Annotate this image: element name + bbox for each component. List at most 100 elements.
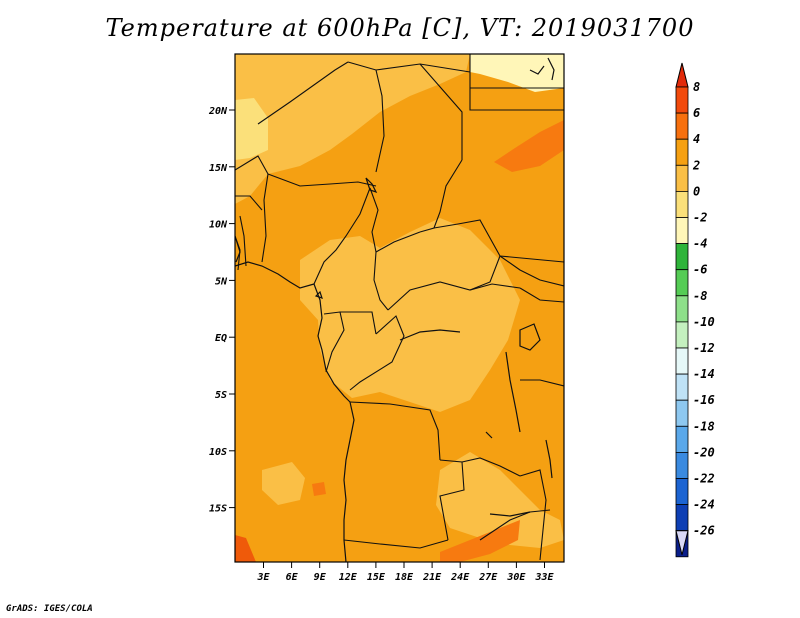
colorbar-label: -6 [693, 263, 707, 277]
lake-chad [365, 177, 378, 194]
lat-tick-label: 15N [209, 163, 228, 174]
nile-river-seg [529, 65, 545, 75]
colorbar-segment [675, 217, 689, 245]
border-southsudan-ethiopia [499, 255, 564, 287]
border-car-drc [387, 281, 521, 311]
colorbar-segment [675, 321, 689, 349]
colorbar-segment [675, 112, 689, 140]
map-title: Temperature at 600hPa [C], VT: 201903170… [105, 14, 695, 42]
field-warm-north [235, 54, 470, 204]
lat-tick-label: 20N [208, 106, 228, 117]
lon-tick-label: 12E [339, 572, 358, 583]
border-congo-drc [349, 315, 405, 391]
colorbar-label: 6 [693, 106, 700, 120]
coastlines [235, 57, 555, 562]
country-borders [235, 54, 564, 561]
border-nigeria-cameroon [313, 187, 371, 285]
colorbar-label: -20 [693, 445, 715, 459]
colorbar-label: -12 [693, 341, 715, 355]
border-togo [239, 215, 247, 267]
lon-tick-label: 15E [367, 572, 386, 583]
border-uganda-kenya [519, 287, 564, 303]
lon-tick-label: 30E [506, 572, 526, 583]
longitude-axis: 3E 6E 9E 12E 15E 18E 21E 24E 27E 30E 33E [256, 562, 555, 583]
border-sudan-southsudan [433, 219, 564, 263]
lake-tanganyika [505, 351, 521, 433]
colorbar: 8 6 4 2 0 -2 -4 -6 -8 -10 -12 -14 -16 -18 -20 -22 -24 -26 [675, 62, 715, 558]
colorbar-label: -24 [693, 498, 715, 512]
colorbar-segment [675, 295, 689, 323]
river-congo [399, 329, 461, 341]
coast-west-sahel [235, 235, 241, 263]
colorbar-segment [675, 164, 689, 192]
border-algeria-niger [257, 61, 349, 125]
border-chad-cameroon [369, 187, 379, 253]
colorbar-label: -16 [693, 393, 715, 407]
map-frame [234, 53, 565, 563]
lon-tick-label: 24E [450, 572, 470, 583]
colorbar-label: -4 [693, 237, 707, 251]
border-burkina [235, 195, 263, 211]
colorbar-label: 0 [693, 184, 700, 198]
border-zambia-mozambique [519, 469, 547, 561]
colorbar-segment [675, 190, 689, 218]
border-zimbabwe [479, 509, 551, 541]
colorbar-label: -18 [693, 419, 715, 433]
colorbar-label: -10 [693, 315, 715, 329]
border-angola-namibia [343, 539, 449, 549]
colorbar-label: -26 [693, 524, 715, 538]
colorbar-segment [675, 243, 689, 271]
field-warm-west [262, 462, 305, 505]
temperature-field [235, 54, 564, 562]
border-cameroon-car [373, 251, 389, 311]
colorbar-segment [675, 451, 689, 479]
border-southsudan-drc [469, 255, 501, 291]
grads-credit: GrADS: IGES/COLA [6, 604, 93, 614]
coast-angola [343, 401, 355, 562]
lon-tick-label: 18E [395, 572, 414, 583]
colorbar-segment [675, 373, 689, 401]
field-hot-south [440, 520, 520, 562]
colorbar-segment [675, 399, 689, 427]
border-chad-sudan [419, 159, 463, 233]
zambezi [489, 511, 531, 517]
border-angola-zambia [439, 459, 465, 541]
lon-tick-label: 3E [256, 572, 270, 583]
colorbar-segment [675, 504, 689, 532]
lat-tick-label: 10N [209, 220, 228, 231]
colorbar-segment [675, 269, 689, 297]
lat-tick-label: 5N [215, 276, 228, 287]
lat-tick-label: 15S [209, 504, 227, 515]
colorbar-label: -22 [693, 472, 715, 486]
field-pale-northwest [235, 98, 268, 160]
lake-victoria [519, 323, 541, 351]
field-warm-central [300, 218, 520, 412]
colorbar-segment [675, 138, 689, 166]
lake-malawi [545, 439, 553, 479]
border-chad-car [375, 231, 421, 253]
lake-mweru [485, 431, 493, 439]
lat-tick-label: 5S [215, 390, 227, 401]
colorbar-label: -2 [693, 211, 707, 225]
border-benin [261, 173, 269, 263]
colorbar-label: 8 [693, 80, 700, 94]
field-cream-northeast [470, 54, 564, 92]
border-eq-guinea-gabon [323, 311, 377, 335]
colorbar-label: 2 [692, 158, 700, 172]
colorbar-bottom-arrow [675, 530, 689, 555]
colorbar-segment [675, 347, 689, 375]
border-libya-sudan [419, 63, 463, 160]
border-gabon-congo [325, 311, 345, 373]
bioko-island [314, 290, 323, 299]
border-tanzania [520, 379, 564, 387]
field-warm-south [436, 452, 564, 548]
colorbar-top-arrow [675, 62, 689, 88]
latitude-axis: 20N 15N 10N 5N EQ 5S 10S 15S [208, 106, 235, 515]
coast-cameroon-gabon [313, 283, 351, 403]
lon-tick-label: 27E [478, 572, 498, 583]
border-drc-zambia [461, 457, 521, 477]
colorbar-segment [675, 425, 689, 453]
lon-tick-label: 9E [314, 572, 327, 583]
field-hot-east [494, 120, 564, 172]
